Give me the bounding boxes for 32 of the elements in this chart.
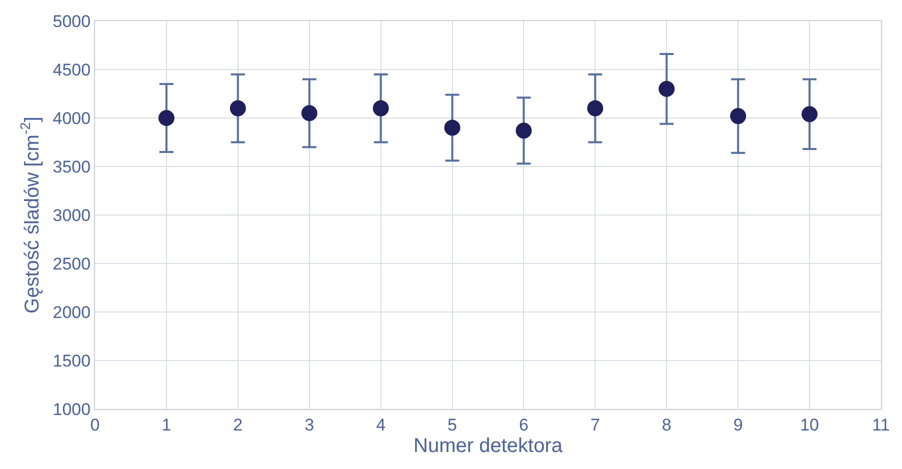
x-tick-label: 11: [872, 415, 890, 434]
y-tick-label: 1500: [52, 351, 91, 370]
point: [444, 120, 460, 136]
x-tick-label: 2: [233, 415, 243, 434]
x-tick-label: 3: [304, 415, 314, 434]
point: [230, 100, 246, 116]
point: [587, 100, 604, 116]
x-tick-label: 1: [162, 415, 172, 434]
y-tick-label: 3500: [52, 157, 91, 176]
point: [516, 122, 532, 139]
y-tick-label: 2500: [52, 254, 91, 274]
y-tick-label: 4500: [52, 60, 91, 80]
y-tick-label: 5000: [52, 12, 91, 31]
x-tick-label: 0: [90, 415, 100, 434]
x-tick-label: 8: [662, 415, 672, 434]
point: [372, 100, 389, 116]
x-tick-label: 9: [733, 415, 743, 434]
point: [730, 108, 746, 124]
y-tick-label: 1000: [52, 400, 91, 419]
x-tick-label: 6: [518, 415, 528, 434]
point: [158, 110, 174, 126]
x-tick-label: 10: [800, 415, 820, 434]
x-tick-label: 5: [448, 415, 458, 434]
y-tick-label: 4000: [52, 108, 91, 128]
x-tick-label: 7: [590, 415, 600, 434]
point: [301, 105, 318, 122]
point: [658, 80, 675, 97]
x-axis-title: Numer detektora: [414, 434, 564, 457]
y-tick-label: 3000: [52, 206, 91, 225]
y-tick-label: 2000: [52, 302, 91, 322]
x-tick-label: 4: [376, 415, 386, 434]
point: [802, 106, 818, 122]
